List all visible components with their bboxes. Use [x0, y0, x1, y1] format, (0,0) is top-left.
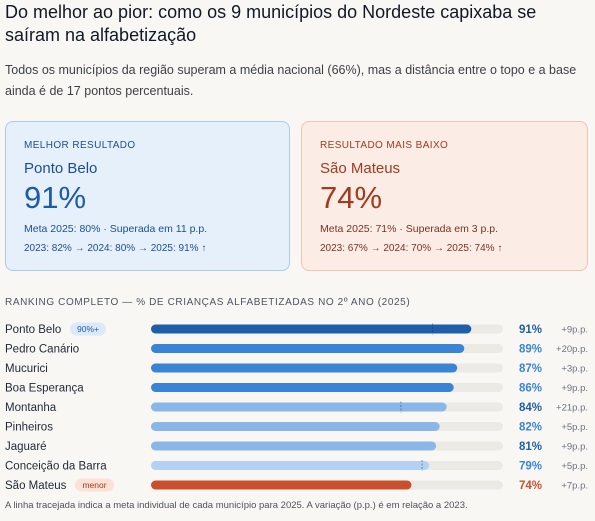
best-card-history: 2023: 82% → 2024: 80% → 2025: 91% ↑	[24, 243, 207, 254]
bar-7	[151, 441, 437, 451]
best-result-card: MELHOR RESULTADO Ponto Belo 91% Meta 202…	[5, 121, 290, 271]
category-label: Boa Esperança	[5, 383, 84, 395]
variation-label: +3p.p.	[561, 364, 588, 375]
category-label: Montanha	[5, 402, 57, 414]
bar-6	[151, 422, 440, 431]
best-card-meta: Meta 2025: 80% · Superada em 11 p.p.	[24, 223, 208, 235]
footnote: A linha tracejada indica a meta individu…	[5, 500, 468, 511]
category-label: Jaguaré	[5, 441, 47, 453]
value-label: 91%	[519, 324, 542, 336]
variation-label: +7p.p.	[561, 481, 588, 492]
category-label: Mucurici	[5, 363, 48, 375]
bar-1	[151, 324, 472, 334]
badge-label: 90%+	[77, 324, 99, 334]
bar-9	[151, 480, 412, 490]
variation-label: +21p.p.	[556, 403, 588, 414]
ranking-heading: RANKING COMPLETO — % DE CRIANÇAS ALFABET…	[5, 297, 411, 308]
bar-2	[151, 344, 465, 353]
variation-label: +9p.p.	[561, 325, 588, 336]
category-label: Conceição da Barra	[5, 461, 107, 473]
best-card-value: 91%	[24, 180, 87, 215]
value-label: 86%	[519, 383, 542, 395]
category-label: Ponto Belo	[5, 324, 61, 336]
badge-background	[70, 322, 106, 336]
value-label: 74%	[519, 480, 542, 492]
worst-result-card: RESULTADO MAIS BAIXO São Mateus 74% Meta…	[301, 121, 588, 271]
variation-label: +5p.p.	[561, 422, 588, 433]
best-card-municipality: Ponto Belo	[24, 160, 98, 177]
value-label: 84%	[519, 402, 542, 414]
category-label: Pinheiros	[5, 422, 53, 434]
badge-background	[75, 478, 114, 492]
variation-label: +20p.p.	[556, 344, 588, 355]
page-subtitle: Todos os municípios da região superam a …	[5, 63, 577, 98]
category-label: Pedro Canário	[5, 344, 79, 356]
bar-4	[151, 383, 454, 392]
badge-label: menor	[82, 480, 106, 490]
value-label: 79%	[519, 461, 542, 473]
worst-card-history: 2023: 67% → 2024: 70% → 2025: 74% ↑	[320, 243, 503, 254]
variation-label: +5p.p.	[561, 461, 588, 472]
category-label: São Mateus	[5, 480, 67, 492]
ranking-chart: Ponto Belo 90%+ 91% +9p.p. Pedro Canário 89% +…	[5, 322, 588, 492]
worst-card-meta: Meta 2025: 71% · Superada em 3 p.p.	[320, 223, 499, 235]
value-label: 81%	[519, 441, 542, 453]
value-label: 89%	[519, 344, 542, 356]
worst-card-label: RESULTADO MAIS BAIXO	[320, 140, 449, 151]
variation-label: +9p.p.	[561, 383, 588, 394]
bar-3	[151, 363, 458, 373]
best-card-label: MELHOR RESULTADO	[24, 140, 136, 151]
bar-8	[151, 461, 430, 470]
worst-card-value: 74%	[320, 180, 383, 215]
worst-card-municipality: São Mateus	[320, 160, 401, 177]
bar-5	[151, 402, 447, 412]
value-label: 87%	[519, 363, 542, 375]
value-label: 82%	[519, 422, 542, 434]
variation-label: +9p.p.	[561, 442, 588, 453]
page-title: Do melhor ao pior: como os 9 municípios …	[5, 2, 537, 45]
